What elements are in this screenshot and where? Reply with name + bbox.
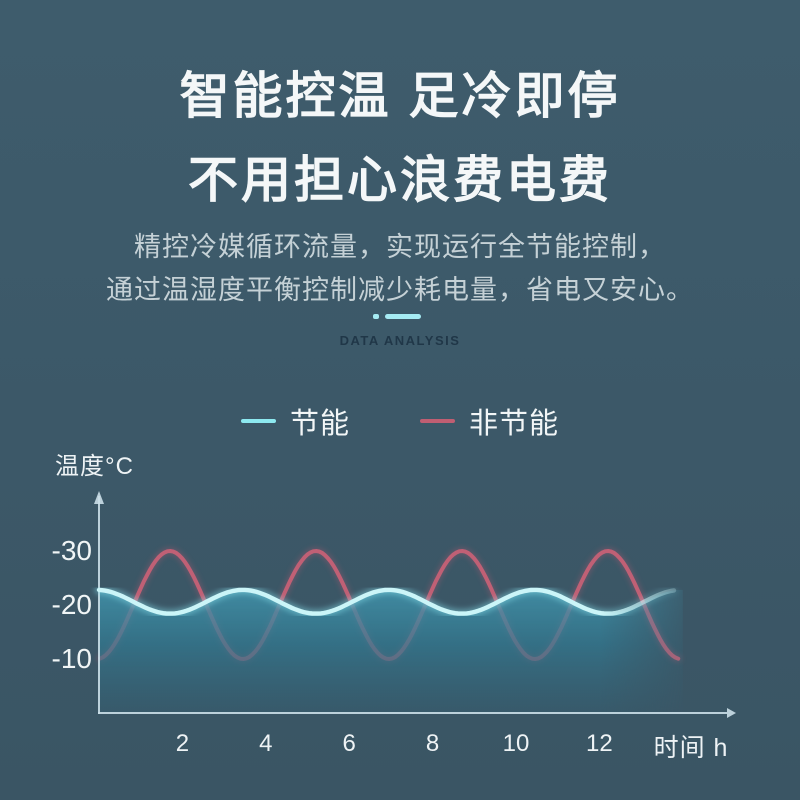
page-title: 智能控温 足冷即停 不用担心浪费电费 — [0, 68, 800, 208]
legend-label-non-energy-saving: 非节能 — [469, 408, 560, 440]
section-label: DATA ANALYSIS — [339, 333, 461, 348]
subtitle-line2: 通过温湿度平衡控制减少耗电量，省电又安心。 — [106, 275, 694, 305]
legend-swatch-energy-saving-icon — [240, 418, 276, 424]
x-tick-label: 6 — [342, 730, 356, 757]
page-title-line2: 不用担心浪费电费 — [188, 152, 612, 208]
subtitle-line1: 精控冷媒循环流量，实现运行全节能控制， — [134, 232, 666, 262]
section-accent-divider — [0, 313, 797, 319]
chart-legend: 节能 非节能 — [0, 402, 800, 440]
x-tick-label: 2 — [175, 730, 190, 757]
x-tick-label: 8 — [425, 730, 440, 757]
legend-label-energy-saving: 节能 — [289, 408, 350, 440]
y-axis-title: 温度°C — [55, 453, 134, 480]
accent-dash-icon — [385, 313, 421, 319]
y-tick-label: -30 — [51, 535, 92, 566]
accent-dot-icon — [373, 313, 379, 319]
x-axis-title: 时间 h — [653, 734, 729, 762]
x-tick-label: 4 — [259, 730, 273, 757]
x-tick-label: 10 — [502, 730, 530, 757]
page-title-line1: 智能控温 足冷即停 — [179, 68, 621, 124]
x-tick-label: 12 — [586, 730, 613, 757]
legend-swatch-non-energy-saving-icon — [420, 418, 455, 424]
page-subtitle: 精控冷媒循环流量，实现运行全节能控制， 通过温湿度平衡控制减少耗电量，省电又安心… — [0, 226, 800, 312]
y-tick-label: -10 — [51, 643, 92, 674]
y-tick-label: -20 — [51, 589, 92, 620]
